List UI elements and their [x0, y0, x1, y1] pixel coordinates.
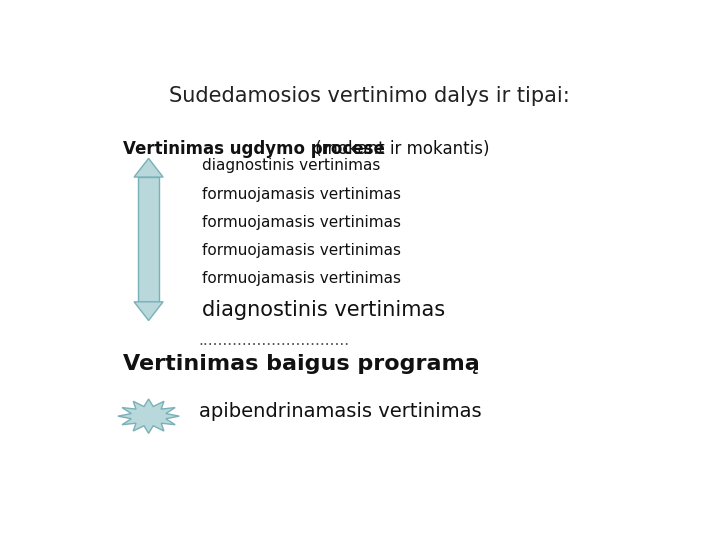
Text: Sudedamosios vertinimo dalys ir tipai:: Sudedamosios vertinimo dalys ir tipai: [168, 85, 570, 106]
Polygon shape [134, 158, 163, 177]
Text: apibendrinamasis vertinimas: apibendrinamasis vertinimas [199, 402, 482, 421]
Text: (mokant ir mokantis): (mokant ir mokantis) [310, 140, 490, 158]
Text: Vertinimas ugdymo procese: Vertinimas ugdymo procese [124, 140, 385, 158]
Text: formuojamasis vertinimas: formuojamasis vertinimas [202, 187, 400, 201]
Polygon shape [118, 399, 179, 433]
FancyBboxPatch shape [138, 177, 159, 302]
Text: Vertinimas baigus programą: Vertinimas baigus programą [124, 354, 480, 374]
Text: ...............................: ............................... [199, 333, 350, 348]
Text: formuojamasis vertinimas: formuojamasis vertinimas [202, 215, 400, 230]
Text: diagnostinis vertinimas: diagnostinis vertinimas [202, 300, 445, 320]
Text: formuojamasis vertinimas: formuojamasis vertinimas [202, 243, 400, 258]
Polygon shape [134, 302, 163, 321]
Text: formuojamasis vertinimas: formuojamasis vertinimas [202, 272, 400, 286]
Text: diagnostinis vertinimas: diagnostinis vertinimas [202, 158, 380, 173]
